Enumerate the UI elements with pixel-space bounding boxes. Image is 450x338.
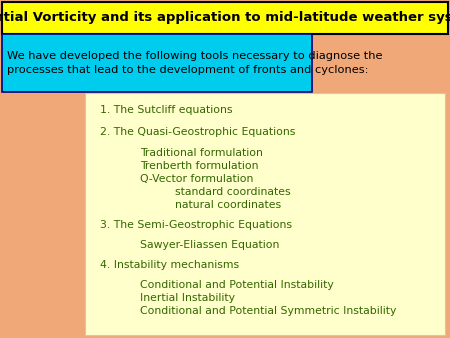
- Text: standard coordinates: standard coordinates: [175, 187, 291, 197]
- Text: 1. The Sutcliff equations: 1. The Sutcliff equations: [100, 105, 233, 115]
- Text: 3. The Semi-Geostrophic Equations: 3. The Semi-Geostrophic Equations: [100, 220, 292, 230]
- Text: Traditional formulation: Traditional formulation: [140, 148, 263, 158]
- Bar: [2, 34, 312, 92]
- Text: Potential Vorticity and its application to mid-latitude weather systems: Potential Vorticity and its application …: [0, 11, 450, 24]
- Bar: [2, 2, 448, 34]
- Text: We have developed the following tools necessary to diagnose the
processes that l: We have developed the following tools ne…: [7, 51, 382, 75]
- Text: Conditional and Potential Instability: Conditional and Potential Instability: [140, 280, 334, 290]
- Text: Trenberth formulation: Trenberth formulation: [140, 161, 258, 171]
- Bar: [85, 93, 445, 335]
- Text: natural coordinates: natural coordinates: [175, 200, 281, 210]
- Text: 4. Instability mechanisms: 4. Instability mechanisms: [100, 260, 239, 270]
- Text: Q-Vector formulation: Q-Vector formulation: [140, 174, 253, 184]
- Text: Inertial Instability: Inertial Instability: [140, 293, 235, 303]
- Text: 2. The Quasi-Geostrophic Equations: 2. The Quasi-Geostrophic Equations: [100, 127, 295, 137]
- Text: Sawyer-Eliassen Equation: Sawyer-Eliassen Equation: [140, 240, 279, 250]
- Text: Conditional and Potential Symmetric Instability: Conditional and Potential Symmetric Inst…: [140, 306, 396, 316]
